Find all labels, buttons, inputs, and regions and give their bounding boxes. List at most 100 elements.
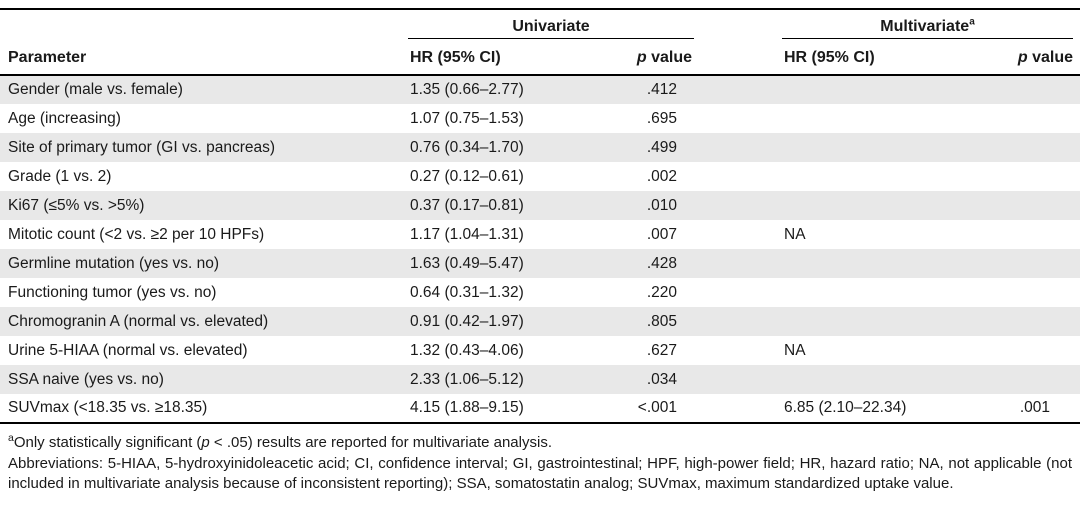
parameter-cell: Grade (1 vs. 2) [8,167,112,185]
table-row: Site of primary tumor (GI vs. pancreas) … [0,133,1080,162]
univariate-group-text: Univariate [512,18,590,35]
table-row: Urine 5-HIAA (normal vs. elevated) 1.32 … [0,336,1080,365]
table-row: Ki67 (≤5% vs. >5%) 0.37 (0.17–0.81) .010 [0,191,1080,220]
univariate-hr-cell: 0.76 (0.34–1.70) [410,138,524,156]
table-row: SSA naive (yes vs. no) 2.33 (1.06–5.12) … [0,365,1080,394]
univariate-hr-cell: 0.64 (0.31–1.32) [410,283,524,301]
univariate-hr-cell: 0.91 (0.42–1.97) [410,312,524,330]
table-row: Gender (male vs. female) 1.35 (0.66–2.77… [0,75,1080,104]
multivariate-p-cell [984,307,1080,336]
univariate-p-cell: <.001 [601,394,694,424]
p-italic: p [636,49,647,66]
multivariate-hr-cell [782,75,984,104]
table-row: Age (increasing) 1.07 (0.75–1.53) .695 [0,104,1080,133]
multivariate-p-cell [984,220,1080,249]
parameter-cell: Germline mutation (yes vs. no) [8,254,220,272]
spacer-cell [694,307,782,336]
significance-footnote-text: Only statistically significant ( [13,434,202,451]
table-row: Grade (1 vs. 2) 0.27 (0.12–0.61) .002 [0,162,1080,191]
univariate-hr-cell: 1.17 (1.04–1.31) [410,225,524,243]
multivariate-hr-cell [782,162,984,191]
spacer-cell [694,104,782,133]
univariate-p-cell: .428 [646,254,677,272]
table-body: Gender (male vs. female) 1.35 (0.66–2.77… [0,75,1080,424]
parameter-cell: SSA naive (yes vs. no) [8,370,164,388]
univariate-p-cell: .499 [646,138,677,156]
univariate-p-cell: .805 [646,312,677,330]
multivariate-p-cell [984,191,1080,220]
multivariate-p-cell [984,133,1080,162]
table-row: Mitotic count (<2 vs. ≥2 per 10 HPFs) 1.… [0,220,1080,249]
multivariate-hr-cell: 6.85 (2.10–22.34) [782,394,984,424]
univariate-p-cell: .002 [646,167,677,185]
table-header: Univariate Multivariatea Parameter HR (9… [0,8,1080,76]
univariate-hr-cell: 4.15 (1.88–9.15) [408,394,601,424]
spacer-cell [694,394,782,424]
multivariate-hr-cell: NA [784,225,806,243]
univariate-p-cell: .695 [646,109,677,127]
header-spacer-cell [694,39,782,76]
table-footnotes: aOnly statistically significant (p < .05… [0,424,1080,495]
univariate-hr-cell: 0.37 (0.17–0.81) [410,196,524,214]
significance-footnote: aOnly statistically significant (p < .05… [8,433,1072,454]
paper-table-figure: Univariate Multivariatea Parameter HR (9… [0,8,1080,529]
group-header-spacer-cell [694,8,782,39]
parameter-cell: Ki67 (≤5% vs. >5%) [8,196,145,214]
multivariate-hr-cell [782,133,984,162]
multivariate-hr-cell [782,191,984,220]
spacer-cell [694,249,782,278]
univariate-hr-cell: 1.35 (0.66–2.77) [410,81,524,98]
univariate-p-cell: .034 [646,370,677,388]
multivariate-p-cell [984,104,1080,133]
multivariate-hr-cell [782,278,984,307]
parameter-cell: Age (increasing) [8,109,121,127]
univariate-group-header-cell: Univariate [408,8,694,39]
multivariate-hr-cell [782,365,984,394]
univariate-p-cell: .220 [646,283,677,301]
multivariate-p-column-header: p value [984,39,1080,76]
multivariate-footnote-marker: a [969,16,975,28]
multivariate-p-cell [984,75,1080,104]
multivariate-group-text: Multivariate [880,18,970,35]
univariate-hr-cell: 1.32 (0.43–4.06) [410,341,524,359]
univariate-p-cell: .412 [646,81,677,98]
p-italic: p [1017,49,1028,66]
column-group-header-row: Univariate Multivariatea [0,8,1080,39]
spacer-cell [694,336,782,365]
univariate-p-cell: .010 [646,196,677,214]
spacer-cell [694,162,782,191]
multivariate-p-cell [984,278,1080,307]
p-value-label-rest: value [646,49,692,66]
multivariate-p-cell [984,336,1080,365]
multivariate-p-cell: .001 [984,394,1080,424]
parameter-cell: SUVmax (<18.35 vs. ≥18.35) [0,394,408,424]
multivariate-hr-column-header: HR (95% CI) [782,39,984,76]
significance-footnote-text: < .05) results are reported for multivar… [209,434,552,451]
univariate-hr-cell: 2.33 (1.06–5.12) [410,370,524,388]
multivariate-hr-cell [782,249,984,278]
multivariate-hr-cell: NA [784,341,806,359]
univariate-p-cell: .627 [646,341,677,359]
multivariate-p-cell [984,162,1080,191]
parameter-cell: Site of primary tumor (GI vs. pancreas) [8,138,276,156]
p-italic: p [201,434,210,451]
multivariate-hr-cell [782,307,984,336]
univariate-hr-cell: 1.63 (0.49–5.47) [410,254,524,272]
spacer-cell [694,220,782,249]
univariate-group-label: Univariate [408,12,694,39]
spacer-cell [694,278,782,307]
univariate-p-cell: .007 [646,225,677,243]
multivariate-p-cell [984,365,1080,394]
footnote-marker-a: a [8,432,14,444]
p-value-label-rest: value [1027,49,1074,66]
univariate-hr-column-header: HR (95% CI) [408,39,601,76]
table-row: SUVmax (<18.35 vs. ≥18.35) 4.15 (1.88–9.… [0,394,1080,424]
spacer-cell [694,75,782,104]
parameter-cell: Functioning tumor (yes vs. no) [8,283,217,301]
table-row: Chromogranin A (normal vs. elevated) 0.9… [0,307,1080,336]
multivariate-group-header-cell: Multivariatea [782,8,1080,39]
univariate-hr-cell: 1.07 (0.75–1.53) [410,109,524,127]
parameter-column-header: Parameter [0,39,408,76]
group-header-empty-cell [0,8,408,39]
parameter-cell: Urine 5-HIAA (normal vs. elevated) [8,341,248,359]
